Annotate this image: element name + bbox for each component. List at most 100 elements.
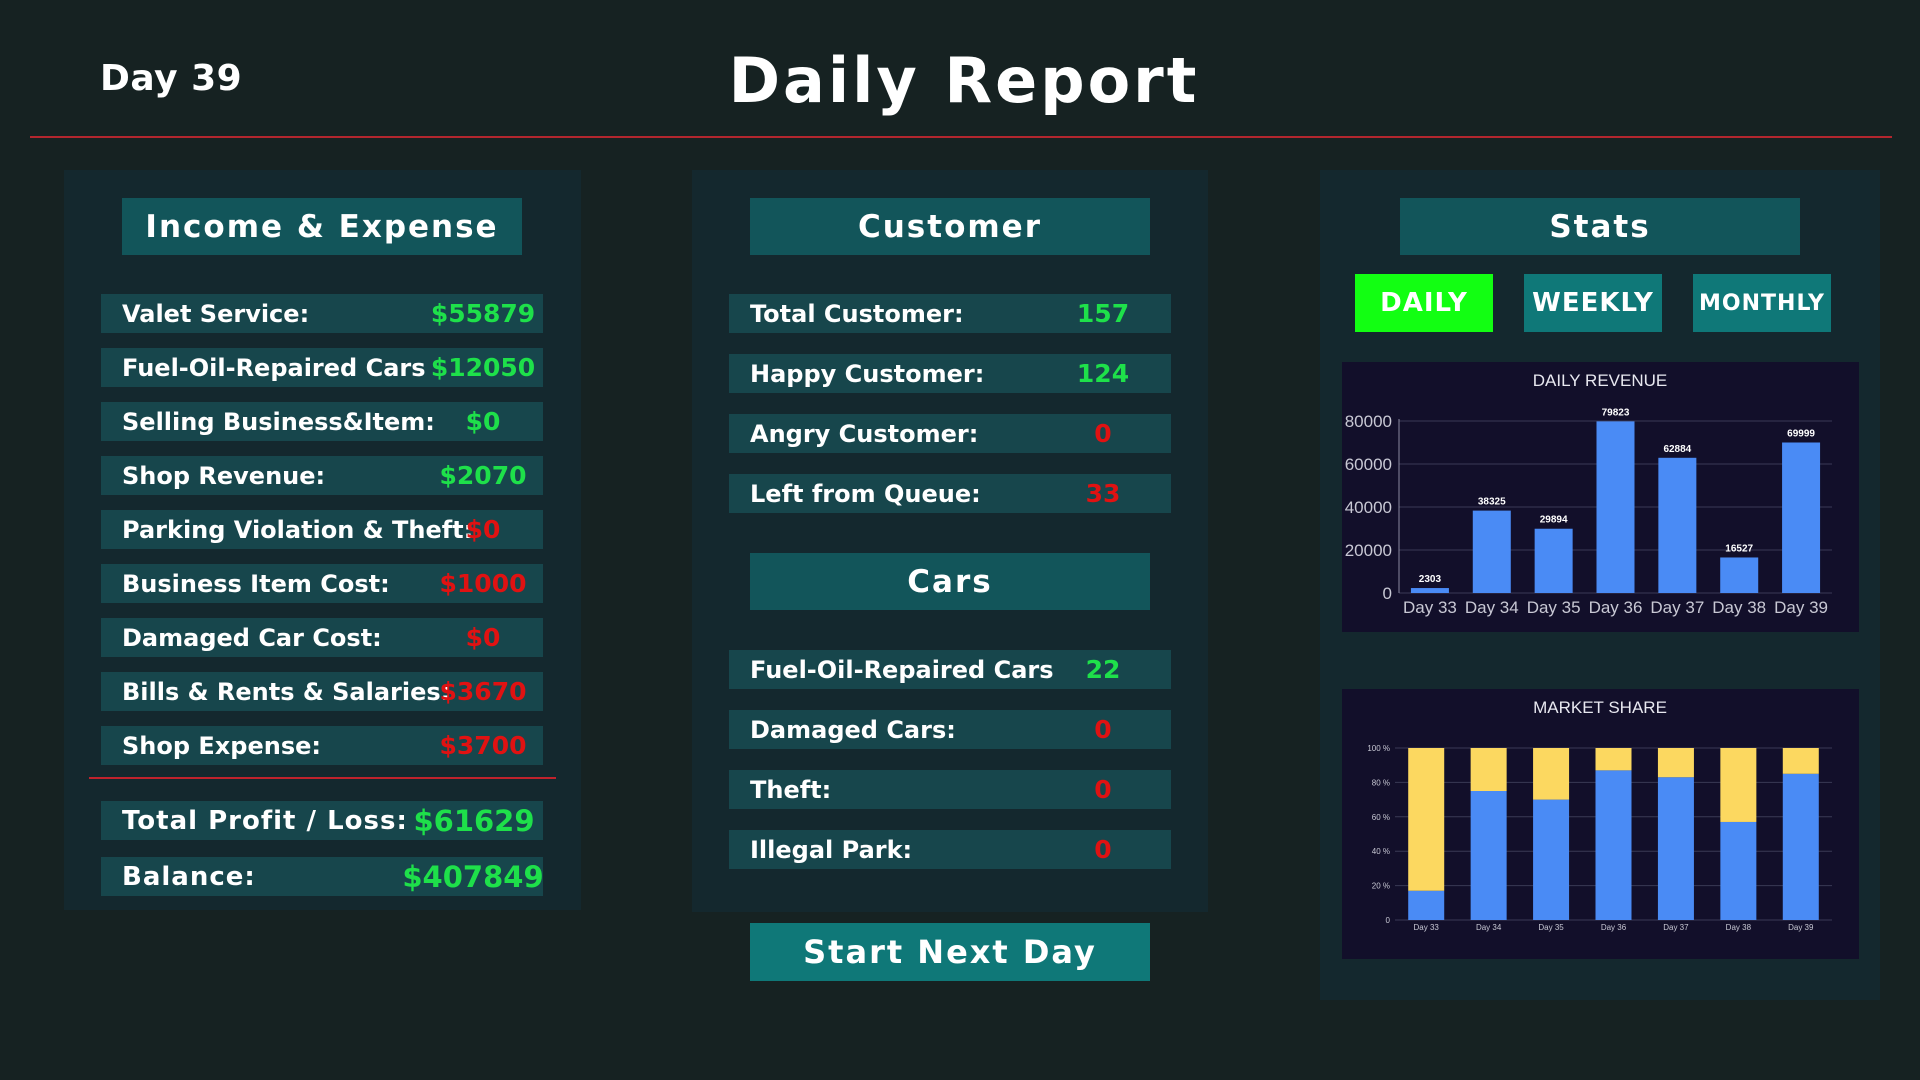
income-value: $0 [465,623,501,652]
income-label: Business Item Cost: [122,569,390,598]
market-share-bar-yellow [1657,748,1694,778]
market-share-bar-yellow [1595,748,1632,771]
balance-value: $407849 [402,859,544,894]
income-label: Valet Service: [122,299,310,328]
y-tick-label: 20 % [1372,882,1390,891]
cars-header: Cars [750,553,1150,610]
x-tick-label: Day 36 [1601,923,1627,932]
market-share-bar-yellow [1408,748,1445,891]
chart-title: DAILY REVENUE [1533,371,1667,390]
x-tick-label: Day 33 [1403,598,1457,617]
x-tick-label: Day 37 [1663,923,1689,932]
customer-row: Total Customer: 157 [729,294,1171,333]
income-label: Shop Revenue: [122,461,326,490]
bar-data-label: 16527 [1725,543,1753,554]
customer-label: Total Customer: [750,299,964,328]
cars-row: Theft: 0 [729,770,1171,809]
x-tick-label: Day 38 [1726,923,1752,932]
x-tick-label: Day 33 [1414,923,1440,932]
customer-header: Customer [750,198,1150,255]
start-next-day-button[interactable]: Start Next Day [750,923,1150,981]
x-tick-label: Day 39 [1774,598,1828,617]
revenue-bar [1410,588,1449,593]
revenue-bar [1534,528,1573,593]
x-tick-label: Day 37 [1650,598,1704,617]
y-tick-label: 40 % [1372,847,1390,856]
bar-data-label: 2303 [1419,574,1442,585]
income-row: Shop Revenue: $2070 [101,456,543,495]
income-row: Selling Business&Item: $0 [101,402,543,441]
income-label: Parking Violation & Theft: [122,515,474,544]
x-tick-label: Day 35 [1538,923,1564,932]
market-share-bar-blue [1595,770,1632,920]
income-label: Shop Expense: [122,731,321,760]
customer-value: 33 [1085,479,1121,508]
y-tick-label: 40000 [1345,498,1392,517]
total-profit-value: $61629 [413,803,535,838]
income-label: Bills & Rents & Salaries: [122,677,451,706]
market-share-bar-blue [1533,799,1570,920]
cars-label: Illegal Park: [750,835,913,864]
income-row: Parking Violation & Theft: $0 [101,510,543,549]
market-share-bar-blue [1408,890,1445,920]
tab-monthly[interactable]: MONTHLY [1693,274,1831,332]
income-value: $0 [465,515,501,544]
y-tick-label: 100 % [1367,744,1390,753]
tab-daily[interactable]: DAILY [1355,274,1493,332]
income-label: Fuel-Oil-Repaired Cars [122,353,426,382]
customer-row: Angry Customer: 0 [729,414,1171,453]
income-label: Selling Business&Item: [122,407,435,436]
market-share-bar-blue [1720,821,1757,920]
cars-row: Fuel-Oil-Repaired Cars 22 [729,650,1171,689]
y-tick-label: 0 [1383,584,1392,603]
market-share-bar-yellow [1470,748,1507,791]
y-tick-label: 20000 [1345,541,1392,560]
revenue-bar [1782,442,1821,593]
cars-value: 22 [1085,655,1121,684]
income-value: $2070 [439,461,527,490]
cars-row: Illegal Park: 0 [729,830,1171,869]
income-row: Valet Service: $55879 [101,294,543,333]
daily-revenue-svg: DAILY REVENUE 0 20000 40000 60000 80000 2303 Da… [1345,371,1832,617]
market-share-bar-blue [1470,791,1507,920]
customer-value: 0 [1094,419,1112,448]
market-share-chart: MARKET SHARE 0 20 % 40 % 60 % 80 % 100 % Day 33… [1342,689,1859,959]
customer-label: Happy Customer: [750,359,985,388]
tab-weekly[interactable]: WEEKLY [1524,274,1662,332]
income-row: Business Item Cost: $1000 [101,564,543,603]
bar-data-label: 79823 [1602,407,1630,418]
revenue-bar [1658,457,1697,593]
customer-label: Angry Customer: [750,419,979,448]
y-tick-label: 60 % [1372,813,1390,822]
income-value: $12050 [430,353,536,382]
bar-data-label: 62884 [1663,444,1691,455]
market-share-svg: MARKET SHARE 0 20 % 40 % 60 % 80 % 100 % Day 33… [1367,698,1832,932]
customer-value: 157 [1076,299,1130,328]
daily-revenue-chart: DAILY REVENUE 0 20000 40000 60000 80000 2303 Da… [1342,362,1859,632]
x-tick-label: Day 35 [1527,598,1581,617]
cars-value: 0 [1094,775,1112,804]
income-row: Bills & Rents & Salaries: $3670 [101,672,543,711]
market-share-bar-blue [1782,773,1819,920]
income-value: $0 [465,407,501,436]
x-tick-label: Day 34 [1465,598,1519,617]
x-tick-label: Day 34 [1476,923,1502,932]
stats-header: Stats [1400,198,1800,255]
income-total-divider [89,777,556,779]
y-tick-label: 60000 [1345,455,1392,474]
total-profit-row: Total Profit / Loss: $61629 [101,801,543,840]
market-share-bar-yellow [1782,748,1819,774]
cars-value: 0 [1094,715,1112,744]
income-label: Damaged Car Cost: [122,623,382,652]
x-tick-label: Day 39 [1788,923,1814,932]
income-row: Shop Expense: $3700 [101,726,543,765]
cars-label: Damaged Cars: [750,715,956,744]
bar-data-label: 69999 [1787,429,1815,440]
balance-row: Balance: $407849 [101,857,544,896]
market-share-bar-blue [1657,777,1694,920]
balance-label: Balance: [122,861,256,892]
x-tick-label: Day 38 [1712,598,1766,617]
customer-row: Left from Queue: 33 [729,474,1171,513]
income-value: $55879 [430,299,536,328]
chart-title: MARKET SHARE [1533,698,1667,717]
